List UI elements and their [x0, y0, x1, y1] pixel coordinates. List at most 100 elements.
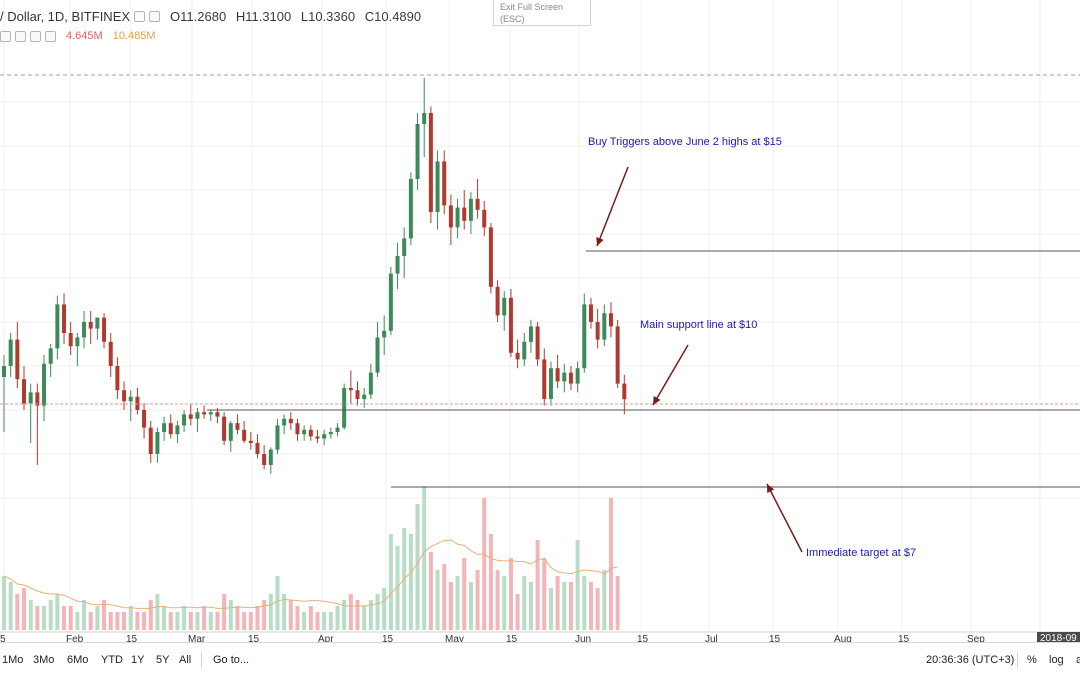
ohlc-open-value: 11.2680 [180, 9, 227, 24]
volume-bar [202, 606, 207, 630]
last-date-badge: 2018-09 [1037, 632, 1080, 645]
candle-body [282, 418, 287, 426]
volume-bar [42, 606, 47, 630]
volume-bar [515, 594, 520, 630]
volume-bar [195, 612, 200, 630]
volume-bar [428, 552, 433, 630]
auto-toggle[interactable]: auto [1076, 654, 1080, 666]
volume-bar [108, 612, 113, 630]
range-all-button[interactable]: All [179, 654, 192, 666]
volume-bar [522, 576, 527, 630]
candle-body [375, 337, 380, 373]
volume-bar [442, 564, 447, 630]
volume-bar [35, 606, 40, 630]
range-3mo-button[interactable]: 3Mo [33, 654, 55, 666]
volume-bar [602, 570, 607, 630]
x-tick-label: Feb [66, 634, 84, 645]
volume-bar [302, 612, 307, 630]
x-tick-label: Jul [705, 634, 718, 645]
range-5y-button[interactable]: 5Y [156, 654, 170, 666]
volume-bar [595, 588, 600, 630]
volume-bar [55, 594, 60, 630]
volume-bar [275, 576, 280, 630]
volume-bar [322, 612, 327, 630]
legend-visibility-icon[interactable] [149, 11, 161, 22]
arrow-head [767, 484, 775, 493]
volume-bars [2, 486, 620, 630]
goto-button[interactable]: Go to... [213, 654, 250, 666]
candle-body [622, 383, 627, 400]
symbol-legend: / Dollar, 1D, BITFINEX O11.2680 H11.3100… [0, 9, 427, 24]
candle-body [288, 418, 293, 424]
volume-bar [575, 540, 580, 630]
log-toggle[interactable]: log [1049, 654, 1064, 666]
volume-bar [408, 534, 413, 630]
volume-bar [415, 504, 420, 630]
volume-bar [162, 606, 167, 630]
percent-toggle[interactable]: % [1027, 654, 1037, 666]
candle-body [388, 273, 393, 331]
clock-display: 20:36:36 (UTC+3) [926, 654, 1015, 666]
candle-body [255, 443, 260, 454]
volume-ma-value: 10.485M [112, 30, 156, 42]
volume-bar [315, 612, 320, 630]
candle-body [575, 368, 580, 384]
x-tick-label: 15 [506, 634, 518, 645]
volume-close-icon[interactable] [30, 30, 41, 42]
range-1mo-button[interactable]: 1Mo [2, 654, 24, 666]
volume-bar [328, 612, 333, 630]
volume-bar [262, 600, 267, 630]
volume-bar [528, 582, 533, 630]
volume-bar [388, 534, 393, 630]
candle-body [188, 414, 193, 419]
candle-body [562, 372, 567, 382]
volume-settings-icon[interactable] [0, 30, 11, 42]
volume-bar [62, 606, 67, 630]
volume-bar [68, 606, 73, 630]
candle-body [28, 392, 33, 404]
volume-bar [102, 600, 107, 630]
candle-body [62, 304, 67, 333]
volume-bar [308, 606, 313, 630]
annotation-arrows [596, 166, 803, 553]
candle-body [455, 207, 460, 228]
x-tick-label: Mar [188, 634, 206, 645]
volume-bar [228, 600, 233, 630]
range-1y-button[interactable]: 1Y [131, 654, 145, 666]
volume-visibility-icon[interactable] [15, 30, 26, 42]
volume-bar [282, 594, 287, 630]
candle-body [295, 423, 300, 435]
candle-body [495, 286, 500, 316]
candle-body [122, 390, 127, 402]
volume-more-icon[interactable] [45, 30, 56, 42]
exit-full-screen-button[interactable]: Exit Full Screen (ESC) [493, 0, 591, 26]
candle-body [68, 333, 73, 347]
volume-bar [482, 498, 487, 630]
volume-bar [608, 498, 613, 630]
candle-body [2, 366, 6, 377]
volume-bar [582, 576, 587, 630]
candle-body [128, 396, 133, 402]
volume-bar [182, 606, 187, 630]
legend-settings-icon[interactable] [134, 11, 146, 22]
range-6mo-button[interactable]: 6Mo [67, 654, 89, 666]
volume-bar [8, 582, 13, 630]
annotation-buy-triggers: Buy Triggers above June 2 highs at $15 [588, 136, 782, 148]
toolbar-divider [201, 652, 202, 668]
arrow-head [596, 237, 604, 246]
candle-body [475, 198, 480, 210]
candle-body [162, 423, 167, 432]
candle-body [548, 368, 553, 399]
candle-body [268, 449, 273, 465]
candle-body [42, 363, 47, 406]
candle-body [502, 297, 507, 316]
candle-body [22, 379, 27, 404]
candle-body [382, 330, 387, 338]
x-tick-label: Apr [318, 634, 334, 645]
candle-body [508, 297, 513, 353]
ohlc-close-value: 10.4890 [374, 9, 422, 24]
range-ytd-button[interactable]: YTD [101, 654, 123, 666]
candle-body [95, 317, 100, 329]
